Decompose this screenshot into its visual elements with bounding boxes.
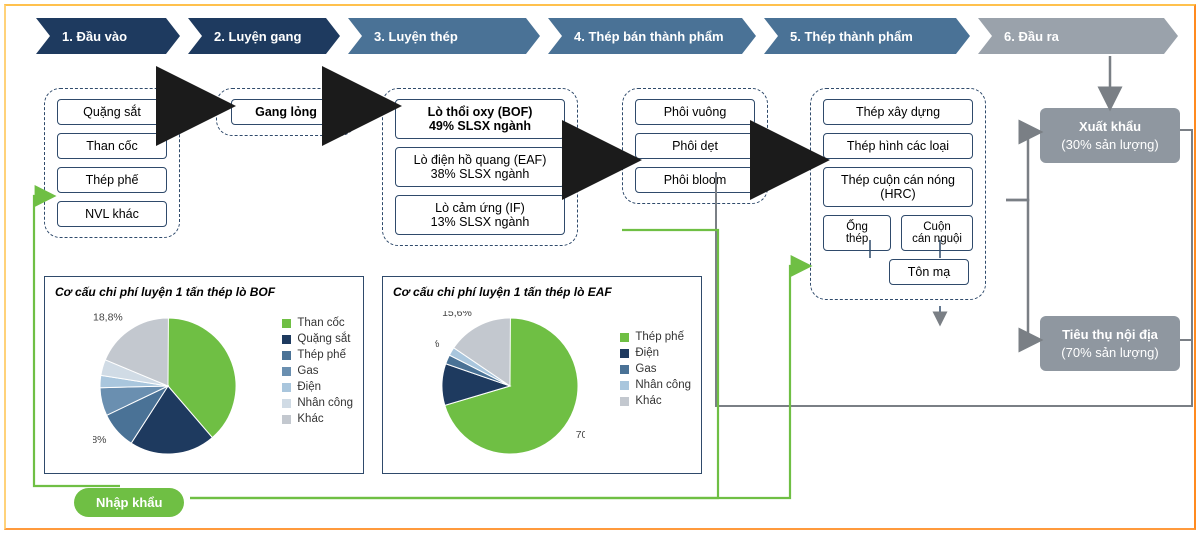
legend-item: Than cốc [282,317,353,329]
process-stages: 1. Đầu vào2. Luyện gang3. Luyện thép4. T… [36,18,1180,54]
semi-item: Phôi vuông [635,99,755,125]
svg-text:8,8%: 8,8% [93,434,106,446]
furnace-item: Lò thổi oxy (BOF)49% SLSX ngành [395,99,565,139]
stage: 6. Đầu ra [978,18,1178,54]
chart-eaf: Cơ cấu chi phí luyện 1 tấn thép lò EAF 7… [382,276,702,474]
gang-group: Gang lỏng [216,88,356,136]
svg-text:18,8%: 18,8% [93,311,123,323]
output-domestic: Tiêu thụ nội địa (70% sản lượng) [1040,316,1180,371]
finished-hrc: Thép cuộn cán nóng(HRC) [823,167,973,207]
legend-item: Nhân công [282,397,353,409]
furnace-item: Lò điện hồ quang (EAF)38% SLSX ngành [395,147,565,187]
stage: 1. Đầu vào [36,18,180,54]
semi-group: Phôi vuông Phôi dẹt Phôi bloom [622,88,768,204]
legend-item: Thép phế [282,349,353,361]
legend-item: Điện [620,347,691,359]
legend-item: Khác [620,395,691,407]
stage: 5. Thép thành phẩm [764,18,970,54]
semi-item: Phôi dẹt [635,133,755,159]
legend-item: Điện [282,381,353,393]
input-item: Quặng sắt [57,99,167,125]
stage: 3. Luyện thép [348,18,540,54]
legend-item: Quặng sắt [282,333,353,345]
gang-box: Gang lỏng [231,99,341,125]
import-pill: Nhập khẩu [74,488,184,517]
svg-text:2,0%: 2,0% [435,338,439,350]
svg-text:15,6%: 15,6% [442,311,472,319]
legend-item: Gas [620,363,691,375]
input-item: Than cốc [57,133,167,159]
legend-item: Thép phế [620,331,691,343]
semi-item: Phôi bloom [635,167,755,193]
finished-item: Thép xây dựng [823,99,973,125]
inputs-group: Quặng sắt Than cốc Thép phế NVL khác [44,88,180,238]
svg-text:70,4%: 70,4% [576,429,585,441]
furnace-item: Lò cảm ứng (IF)13% SLSX ngành [395,195,565,235]
input-item: NVL khác [57,201,167,227]
input-item: Thép phế [57,167,167,193]
finished-sub: Cuộncán nguội [901,215,973,251]
legend-item: Khác [282,413,353,425]
furnace-group: Lò thổi oxy (BOF)49% SLSX ngành Lò điện h… [382,88,578,246]
finished-item: Thép hình các loại [823,133,973,159]
stage: 4. Thép bán thành phẩm [548,18,756,54]
finished-ton: Tôn mạ [889,259,969,285]
stage: 2. Luyện gang [188,18,340,54]
legend-item: Nhân công [620,379,691,391]
legend-item: Gas [282,365,353,377]
finished-sub: Ốngthép [823,215,891,251]
chart-bof: Cơ cấu chi phí luyện 1 tấn thép lò BOF 3… [44,276,364,474]
finished-group: Thép xây dựng Thép hình các loại Thép cuộn… [810,88,986,300]
output-export: Xuất khẩu (30% sản lượng) [1040,108,1180,163]
